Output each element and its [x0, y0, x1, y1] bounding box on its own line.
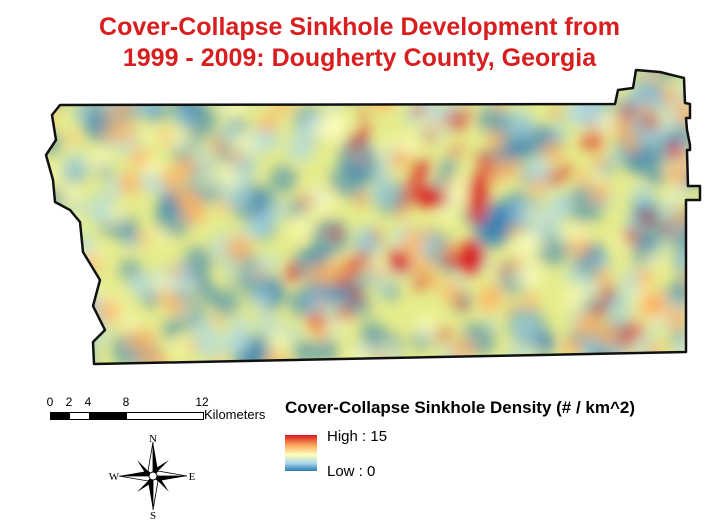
legend-color-ramp: [285, 435, 317, 471]
scale-tick-2: 2: [65, 395, 73, 409]
scale-tick-8: 8: [122, 395, 130, 409]
compass-south: S: [150, 510, 156, 520]
title-line-2: 1999 - 2009: Dougherty County, Georgia: [122, 44, 597, 72]
county-boundary: [44, 68, 702, 366]
title-line-1: Cover-Collapse Sinkhole Development from: [99, 13, 620, 41]
scale-unit: Kilometers: [204, 407, 266, 422]
scale-bar-segments: [50, 412, 204, 420]
density-map: [44, 68, 702, 366]
scale-tick-0: 0: [46, 395, 54, 409]
scale-tick-4: 4: [84, 395, 92, 409]
compass-west: W: [109, 471, 120, 483]
scale-bar: 0 2 4 8 12 Kilometers: [46, 395, 308, 425]
legend-low-label: Low : 0: [327, 463, 376, 480]
compass-north: N: [149, 433, 157, 445]
legend-high-label: High : 15: [327, 428, 388, 445]
compass-east: E: [189, 471, 196, 483]
legend-title: Cover-Collapse Sinkhole Density (# / km^…: [285, 398, 636, 417]
map-title: Cover-Collapse Sinkhole Development from…: [0, 12, 719, 74]
scale-tick-12: 12: [195, 395, 209, 409]
compass-rose-icon: N S E W: [109, 433, 196, 520]
